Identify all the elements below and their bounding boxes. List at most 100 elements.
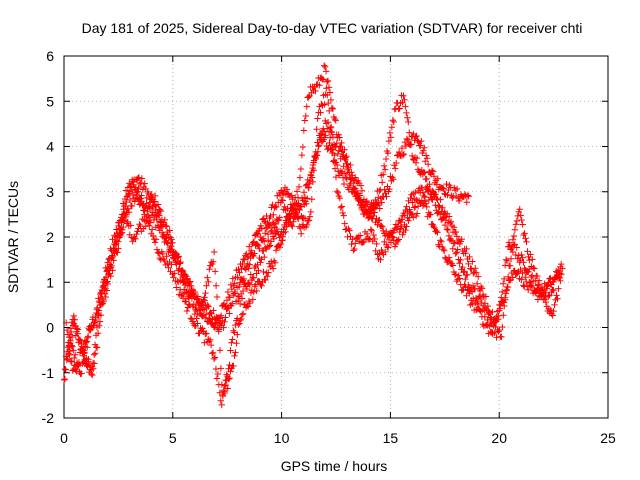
data-point — [210, 355, 218, 363]
data-point — [378, 179, 386, 186]
data-point — [149, 232, 157, 240]
data-point — [120, 202, 128, 210]
data-point — [267, 212, 274, 220]
data-point — [156, 206, 164, 213]
data-point — [95, 307, 103, 314]
data-point — [166, 246, 173, 254]
data-point — [68, 358, 75, 366]
data-point — [473, 269, 480, 276]
data-point — [224, 288, 232, 296]
y-tick-label: 3 — [46, 184, 54, 200]
data-point — [529, 256, 536, 263]
data-point — [173, 284, 180, 291]
data-point — [224, 373, 231, 380]
data-point — [370, 200, 377, 207]
data-point — [434, 210, 441, 217]
data-point — [161, 216, 169, 224]
data-point — [542, 295, 549, 303]
data-point — [229, 275, 236, 282]
data-point — [421, 144, 428, 151]
data-point — [557, 263, 564, 271]
data-point — [277, 240, 285, 248]
data-point — [232, 349, 239, 356]
data-point — [445, 254, 453, 261]
data-point — [172, 250, 180, 258]
data-point — [288, 192, 295, 199]
data-point — [142, 223, 149, 230]
data-point — [98, 286, 106, 294]
data-point — [371, 235, 378, 243]
data-point — [84, 333, 92, 340]
data-point — [350, 186, 358, 193]
data-point — [422, 184, 430, 191]
data-point — [340, 180, 348, 188]
data-point — [228, 285, 235, 293]
data-point — [550, 287, 557, 294]
data-point — [470, 295, 477, 302]
data-point — [403, 135, 411, 143]
data-point — [547, 306, 554, 314]
x-tick-label: 20 — [491, 430, 507, 446]
data-point — [394, 237, 401, 245]
data-point — [496, 326, 503, 334]
data-point — [279, 197, 286, 204]
data-point — [356, 232, 364, 239]
data-point — [103, 268, 110, 275]
data-point — [141, 180, 148, 187]
data-point — [292, 210, 299, 217]
data-point — [221, 318, 228, 326]
data-point — [222, 376, 229, 384]
data-point — [168, 242, 175, 250]
data-point — [433, 227, 440, 235]
data-point — [160, 231, 167, 238]
data-point — [127, 183, 135, 190]
data-point — [361, 202, 369, 209]
x-tick-label: 0 — [60, 430, 68, 446]
data-point — [245, 280, 253, 287]
data-point — [511, 226, 519, 233]
data-point — [175, 278, 182, 285]
data-point — [310, 159, 317, 166]
data-point — [201, 314, 209, 321]
data-point — [529, 272, 536, 279]
data-point — [186, 282, 193, 289]
data-point — [143, 194, 150, 202]
data-point — [155, 250, 163, 257]
data-point — [506, 277, 514, 284]
data-point — [527, 251, 534, 258]
data-point — [76, 337, 83, 345]
data-point — [519, 254, 526, 261]
y-tick-label: -2 — [42, 410, 55, 426]
data-point — [439, 204, 446, 211]
data-point — [170, 249, 177, 256]
data-point — [129, 191, 137, 199]
data-point — [66, 331, 74, 338]
data-point — [403, 223, 410, 230]
data-point — [70, 312, 77, 320]
data-point — [273, 203, 280, 211]
data-point — [91, 319, 99, 327]
y-tick-label: 1 — [46, 274, 54, 290]
data-point — [476, 292, 484, 300]
data-point — [558, 260, 565, 268]
data-point — [104, 259, 111, 266]
data-point — [89, 313, 97, 321]
data-point — [441, 190, 448, 197]
data-point — [393, 159, 400, 167]
data-point — [106, 255, 113, 262]
data-point — [159, 250, 166, 258]
data-point — [547, 275, 554, 282]
data-point — [377, 186, 384, 194]
data-point — [199, 325, 206, 332]
data-point — [246, 261, 253, 268]
data-point — [398, 144, 406, 152]
data-point — [96, 318, 104, 325]
data-point — [348, 169, 355, 176]
data-point — [451, 239, 458, 247]
data-point — [230, 327, 237, 335]
data-point — [183, 287, 191, 295]
data-point — [83, 338, 90, 345]
data-point — [192, 307, 199, 315]
data-point — [114, 230, 121, 237]
data-point — [390, 118, 397, 126]
